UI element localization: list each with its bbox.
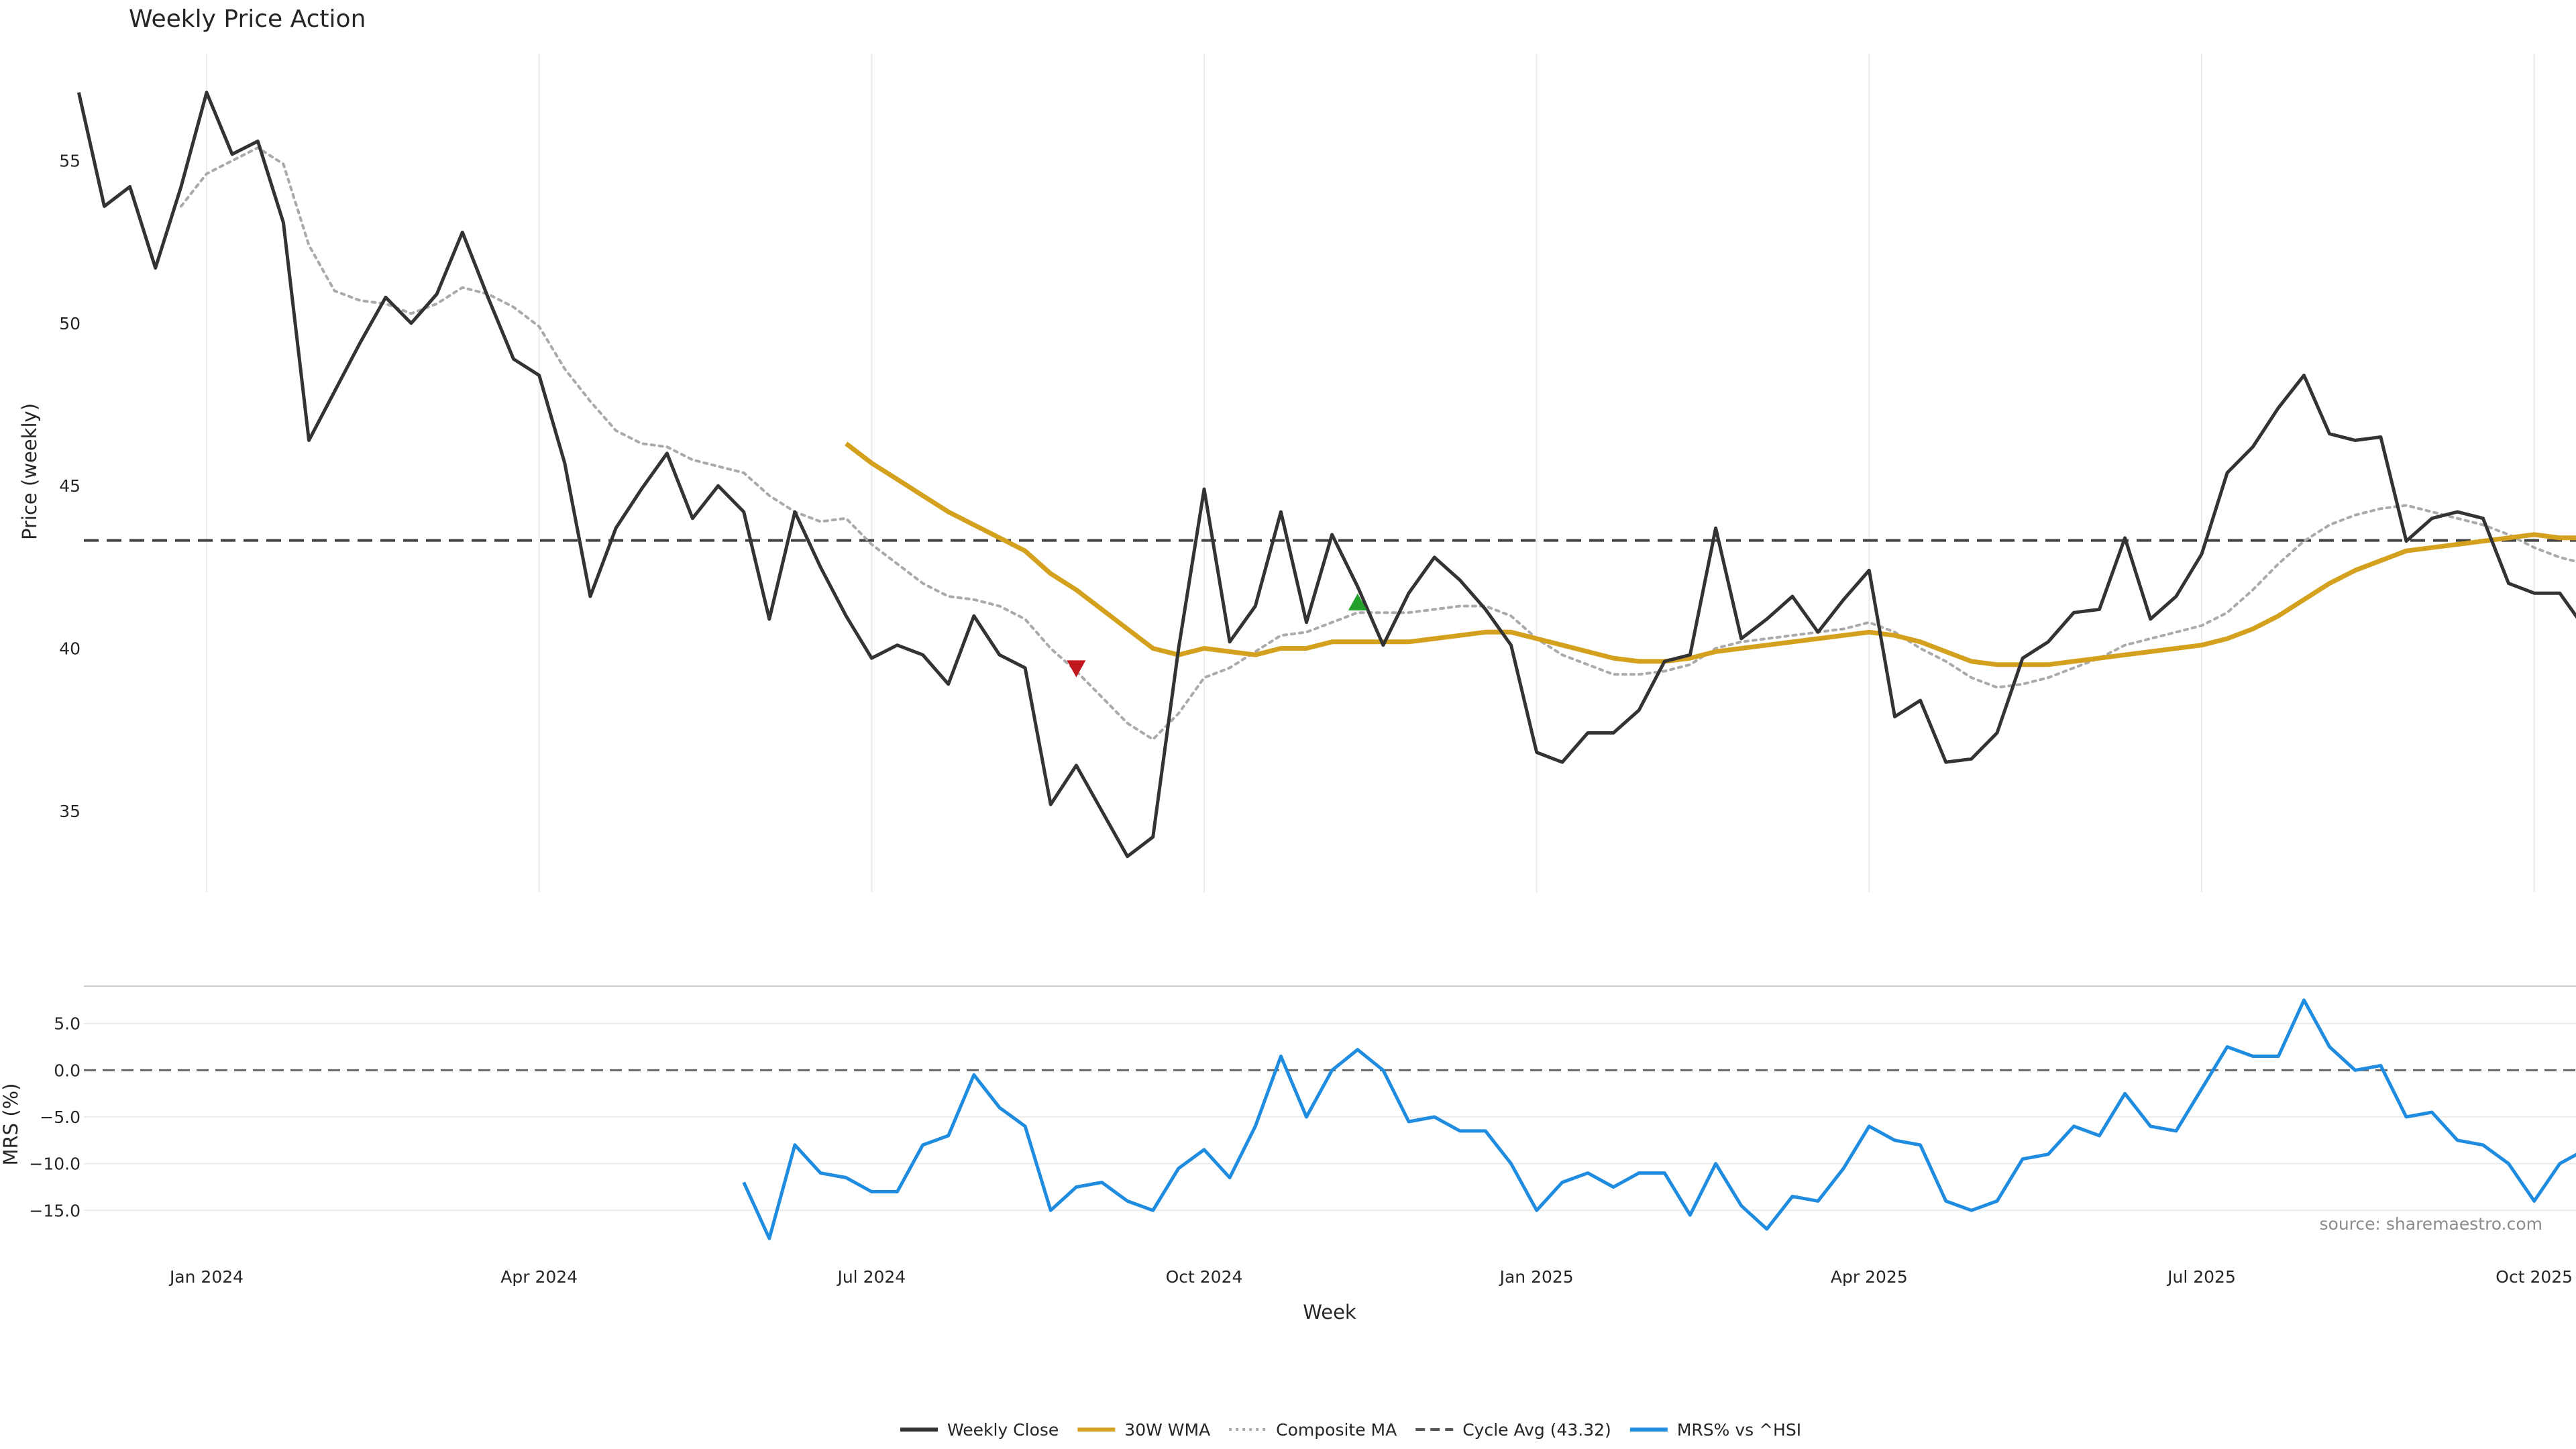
legend-label: MRS% vs ^HSI: [1677, 1420, 1801, 1440]
price-y-tick-label: 45: [59, 476, 80, 496]
legend: Weekly Close 30W WMA Composite MA Cycle Avg…: [900, 1420, 1801, 1440]
mrs-grid: [84, 1022, 2576, 1212]
legend-label: Composite MA: [1276, 1420, 1397, 1440]
price-grid: [206, 54, 2535, 892]
price-y-tick-label: 55: [59, 152, 80, 171]
price-y-tick-label: 50: [59, 314, 80, 333]
signal-markers: [1067, 593, 1367, 678]
weekly-close-line: [76, 91, 2576, 859]
buy-signal-marker: [1348, 593, 1367, 610]
mrs-y-tick-label: 5.0: [54, 1014, 80, 1034]
x-tick-label: Jan 2025: [1499, 1267, 1574, 1287]
x-tick-label: Apr 2025: [1831, 1267, 1908, 1287]
sell-signal-marker: [1067, 660, 1086, 678]
x-tick-label: Oct 2025: [2496, 1267, 2573, 1287]
mrs-y-axis-title: MRS (%): [0, 1083, 22, 1166]
x-axis-ticks: Jan 2024 Apr 2024 Jul 2024 Oct 2024 Jan 2025…: [168, 1267, 2573, 1287]
x-tick-label: Apr 2024: [500, 1267, 578, 1287]
x-tick-label: Jan 2024: [168, 1267, 244, 1287]
legend-label: 30W WMA: [1124, 1420, 1210, 1440]
price-y-tick-label: 35: [59, 802, 80, 821]
price-y-tick-label: 40: [59, 639, 80, 659]
legend-label: Weekly Close: [947, 1420, 1059, 1440]
x-tick-label: Jul 2024: [836, 1267, 906, 1287]
price-y-ticks: 35 40 45 50 55: [59, 152, 80, 821]
x-axis-title: Week: [1303, 1301, 1356, 1324]
mrs-y-tick-label: −10.0: [29, 1155, 80, 1174]
mrs-y-tick-label: 0.0: [54, 1061, 80, 1080]
mrs-y-tick-label: −15.0: [29, 1201, 80, 1220]
x-tick-label: Jul 2025: [2166, 1267, 2236, 1287]
price-y-axis-title: Price (weekly): [18, 403, 41, 540]
chart-title: Weekly Price Action: [129, 5, 366, 33]
x-tick-label: Oct 2024: [1166, 1267, 1243, 1287]
legend-label: Cycle Avg (43.32): [1462, 1420, 1611, 1440]
composite-ma-line: [179, 146, 2576, 741]
wma-30w-line: [845, 441, 2576, 667]
price-panel: 35 40 45 50 55 Price (weekly): [18, 54, 2576, 892]
mrs-y-ticks: 5.0 0.0 −5.0 −10.0 −15.0: [29, 1014, 80, 1221]
mrs-y-tick-label: −5.0: [40, 1108, 80, 1127]
mrs-line: [742, 998, 2576, 1240]
source-label: source: sharemaestro.com: [2320, 1214, 2543, 1234]
mrs-panel: 5.0 0.0 −5.0 −10.0 −15.0 MRS (%) source: sha…: [0, 985, 2576, 1240]
